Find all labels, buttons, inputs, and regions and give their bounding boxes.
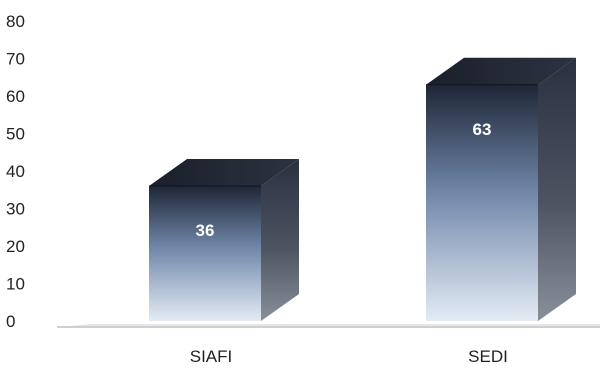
y-tick-label-8: 80: [6, 12, 25, 31]
chart-floor: [57, 324, 600, 328]
x-tick-label-sedi: SEDI: [468, 347, 508, 366]
bars: 36 63: [149, 57, 576, 321]
y-tick-label-7: 70: [6, 50, 25, 69]
y-axis: 0 10 20 30 40 50 60 70 80: [6, 12, 25, 331]
bar-siafi: 36: [149, 159, 299, 321]
bar-front-face: [149, 186, 261, 321]
data-label-siafi: 36: [196, 221, 215, 240]
bar-side-face: [261, 159, 299, 321]
x-tick-label-siafi: SIAFI: [190, 347, 233, 366]
y-tick-label-0: 0: [6, 312, 15, 331]
y-tick-label-4: 40: [6, 162, 25, 181]
y-tick-label-5: 50: [6, 125, 25, 144]
bar-top-face: [149, 159, 299, 186]
y-tick-label-6: 60: [6, 87, 25, 106]
bar-sedi: 63: [426, 57, 576, 321]
data-label-sedi: 63: [473, 120, 492, 139]
x-axis: SIAFI SEDI: [190, 347, 508, 366]
y-tick-label-3: 30: [6, 200, 25, 219]
y-tick-label-2: 20: [6, 237, 25, 256]
bar-top-face: [426, 57, 576, 85]
bar-side-face: [538, 57, 576, 321]
y-tick-label-1: 10: [6, 275, 25, 294]
bar-front-face: [426, 84, 538, 321]
